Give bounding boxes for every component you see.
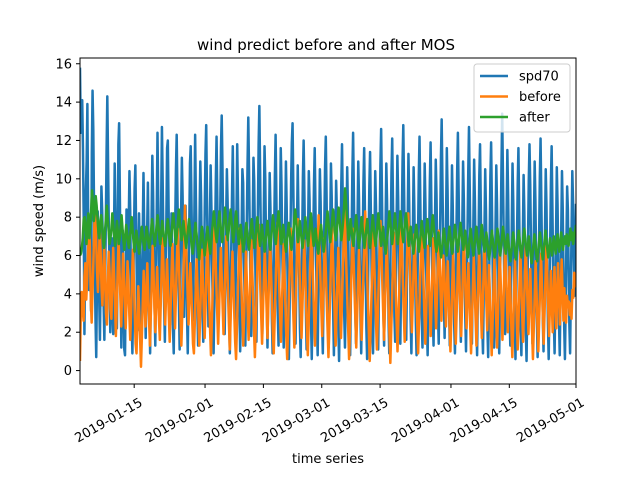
y-axis: 0 2 4 6 8 10 12 14 16 [55,57,80,379]
y-tick-label: 6 [64,249,72,264]
y-tick-label: 16 [55,57,72,72]
y-tick-label: 0 [64,364,72,379]
legend-label-spd70: spd70 [519,70,559,85]
chart-title: wind predict before and after MOS [197,36,455,54]
legend: spd70 before after [473,63,571,133]
y-tick-label: 10 [55,172,72,187]
legend-label-before: before [519,90,561,105]
y-tick-label: 2 [64,326,72,341]
x-tick-label: 2019-01-15 [72,395,145,446]
series-line-after [80,187,576,265]
series-line-before [80,204,576,368]
y-tick-label: 14 [55,96,72,111]
x-axis-title: time series [292,452,364,467]
legend-box [473,63,571,133]
series-layer [80,67,576,368]
y-tick-label: 12 [55,134,72,149]
y-axis-title: wind speed (m/s) [32,165,47,277]
y-tick-label: 8 [64,211,72,226]
x-axis: 2019-01-152019-02-012019-02-152019-03-01… [72,384,587,446]
legend-label-after: after [519,111,550,126]
y-tick-label: 4 [64,287,72,302]
plot-frame [79,57,577,385]
x-tick-label: 2019-05-01 [514,395,587,446]
